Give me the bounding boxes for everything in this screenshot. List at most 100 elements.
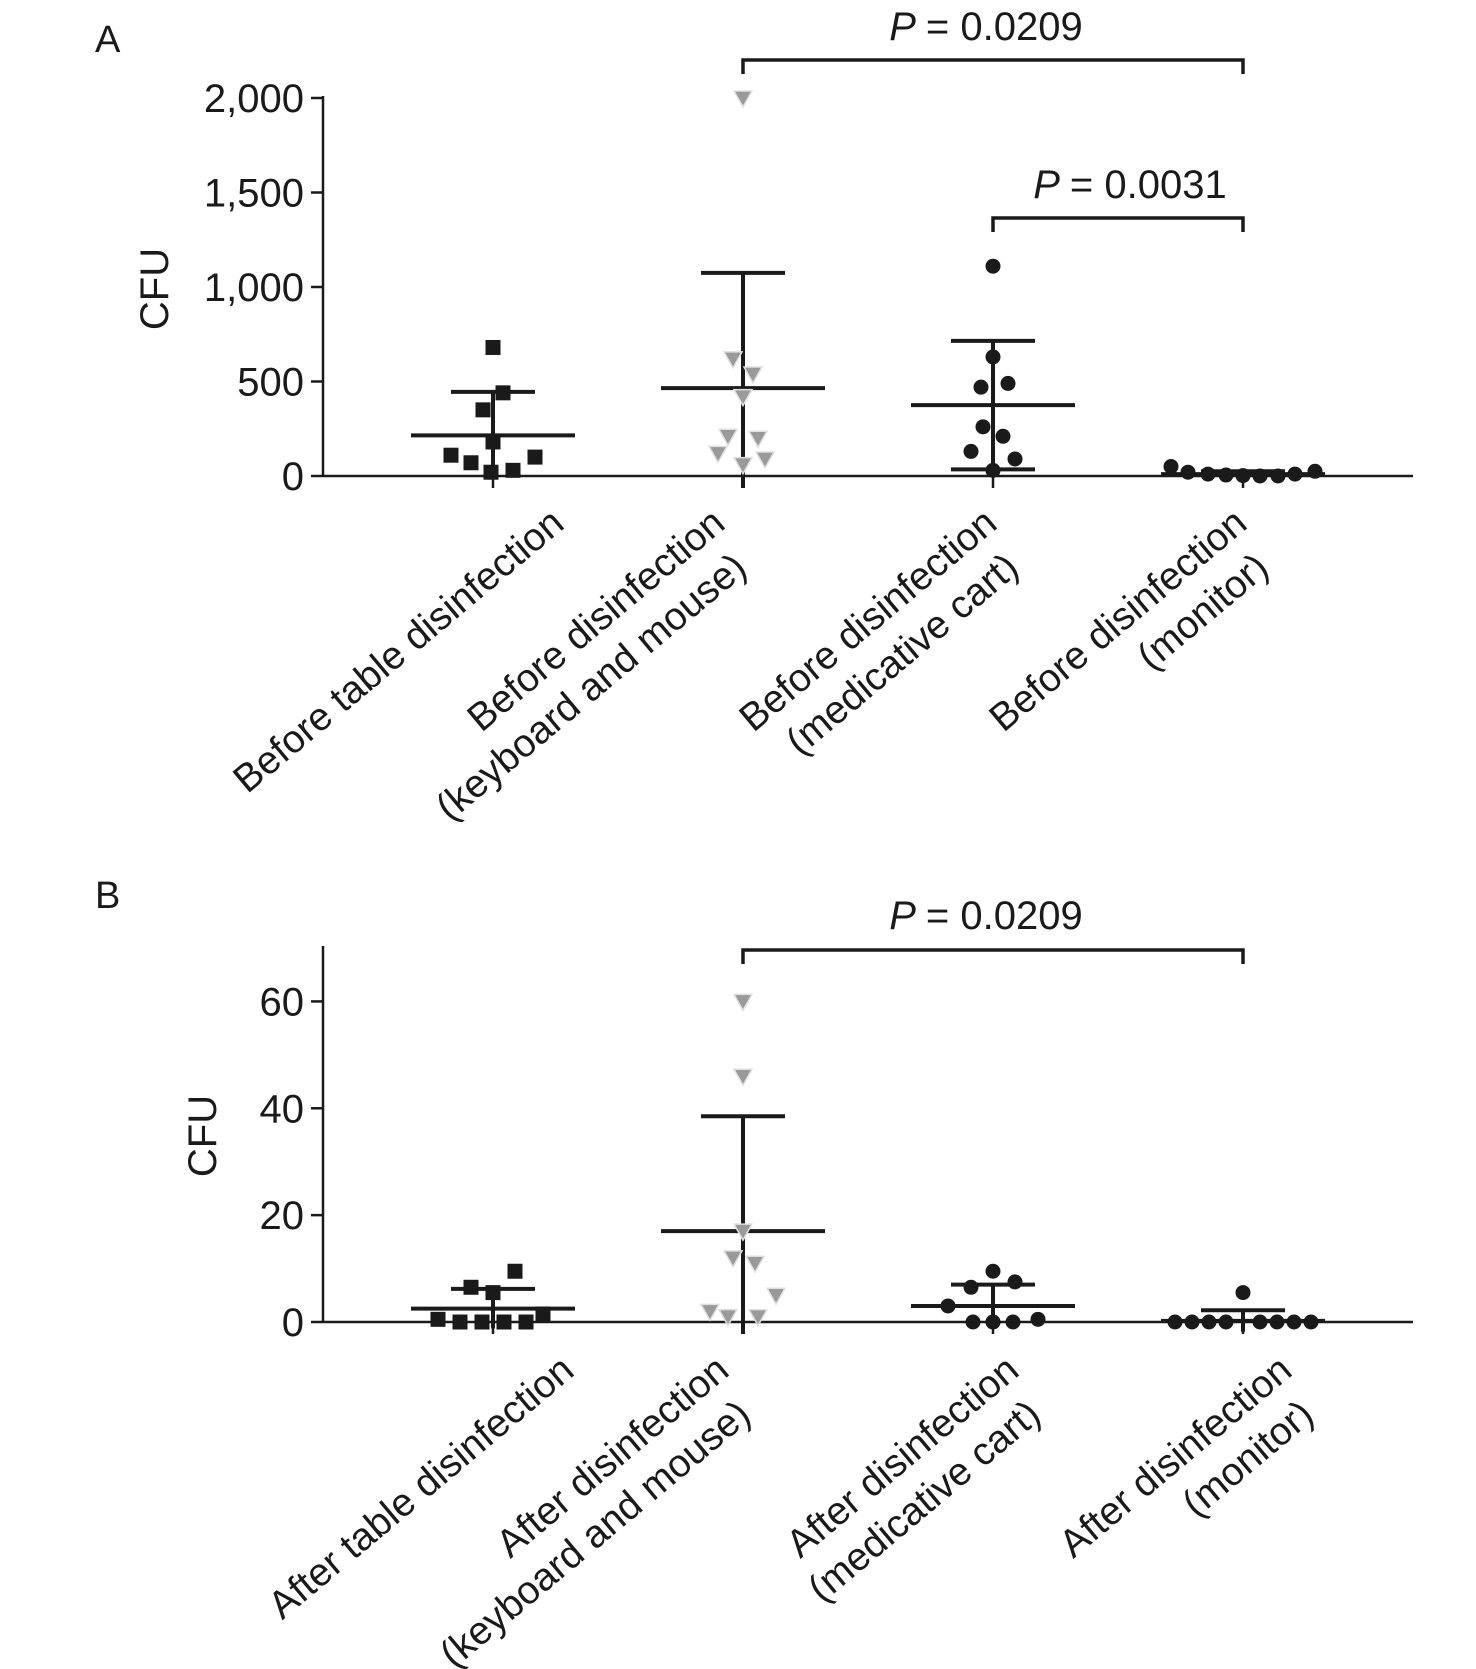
data-point-circle [1005,1314,1021,1330]
data-point-circle [1270,468,1286,484]
series-group [411,339,575,480]
series-group [911,1263,1075,1330]
data-point-triangle [707,445,729,464]
series-group [411,1263,575,1330]
data-point-circle [985,258,1001,274]
data-point-circle [1269,1314,1285,1330]
data-point-triangle [722,351,744,370]
series-group [1161,459,1325,484]
x-category-label: Before disinfection(monitor) [981,501,1285,777]
data-point-circle [1252,1314,1268,1330]
x-category-label: After disinfection(medicative cart) [769,1348,1057,1611]
data-point-triangle [732,1068,754,1087]
data-point-circle [1218,1314,1234,1330]
data-point-square [475,402,491,418]
series-group [661,993,825,1334]
data-point-triangle [744,1255,766,1274]
y-tick-label: 40 [260,1087,305,1131]
y-tick-label: 20 [260,1194,305,1238]
data-point-circle [1287,466,1303,482]
data-point-circle [995,428,1011,444]
data-point-triangle [732,456,754,476]
series-group [911,258,1075,478]
data-point-circle [985,462,1001,478]
series-group [1161,1285,1325,1332]
data-point-square [535,1306,551,1322]
y-tick-label: 2,000 [204,77,304,121]
data-point-square [505,462,521,478]
data-point-circle [1252,468,1268,484]
panel-letter: B [95,875,120,917]
data-point-circle [1000,375,1016,391]
p-symbol: P [889,894,916,938]
data-point-circle [1007,451,1023,467]
y-axis-title: CFU [181,1095,225,1177]
data-point-circle [1163,459,1179,475]
data-point-circle [1303,1314,1319,1330]
y-tick-label: 0 [282,1301,304,1345]
data-point-triangle [732,388,754,408]
data-point-triangle [717,1308,739,1328]
panel-letter: A [95,19,121,61]
data-point-circle [1286,1314,1302,1330]
data-point-square [495,385,511,401]
bracket-line [741,58,1245,74]
data-point-circle [1007,1274,1023,1290]
y-axis-title: CFU [133,248,177,330]
significance-bracket: P = 0.0031 [991,163,1245,232]
p-value-label: P = 0.0209 [889,5,1083,49]
data-point-triangle [732,1223,754,1242]
data-point-triangle [747,1308,769,1328]
y-tick-label: 1,500 [204,172,304,216]
bracket-line [741,948,1245,964]
data-point-circle [963,1279,979,1295]
data-point-square [430,1311,446,1327]
y-tick-label: 1,000 [204,266,304,310]
data-point-circle [963,443,979,459]
data-point-triangle [742,366,764,385]
data-point-square [463,455,479,471]
data-point-circle [973,379,989,395]
data-point-circle [1235,468,1251,484]
data-point-circle [1235,1285,1251,1301]
data-point-square [485,434,501,450]
y-tick-label: 0 [282,455,304,499]
data-point-square [527,449,543,465]
p-value-label: P = 0.0209 [889,894,1083,938]
data-point-triangle [732,993,754,1012]
data-point-circle [1180,464,1196,480]
x-category-label: Before disinfection(medicative cart) [731,501,1035,777]
data-point-square [485,1285,501,1301]
data-point-circle [1200,466,1216,482]
data-point-circle [975,419,991,435]
p-value-label: P = 0.0031 [1033,163,1227,207]
data-point-square [485,339,501,355]
p-value-text: = 0.0209 [926,5,1083,49]
data-point-circle [1167,1314,1183,1330]
data-point-triangle [699,1303,721,1322]
data-point-triangle [747,430,769,449]
y-tick-label: 60 [260,980,305,1024]
data-point-circle [985,1314,1001,1330]
data-point-square [452,1314,468,1330]
data-point-circle [965,1314,981,1330]
data-point-circle [1184,1314,1200,1330]
data-point-circle [985,349,1001,365]
bracket-line [991,216,1245,232]
x-category-label: After disinfection(monitor) [1051,1348,1330,1603]
p-symbol: P [1033,163,1060,207]
data-point-circle [1218,467,1234,483]
data-point-square [507,1263,523,1279]
p-value-text: = 0.0031 [1070,163,1227,207]
data-point-square [463,1279,479,1295]
data-point-square [483,464,499,480]
series-group [661,90,825,488]
data-point-circle [985,1263,1001,1279]
p-value-text: = 0.0209 [926,894,1083,938]
x-category-label: After disinfection(keyboard and mouse) [401,1348,768,1669]
data-point-triangle [717,428,739,447]
data-point-square [443,447,459,463]
